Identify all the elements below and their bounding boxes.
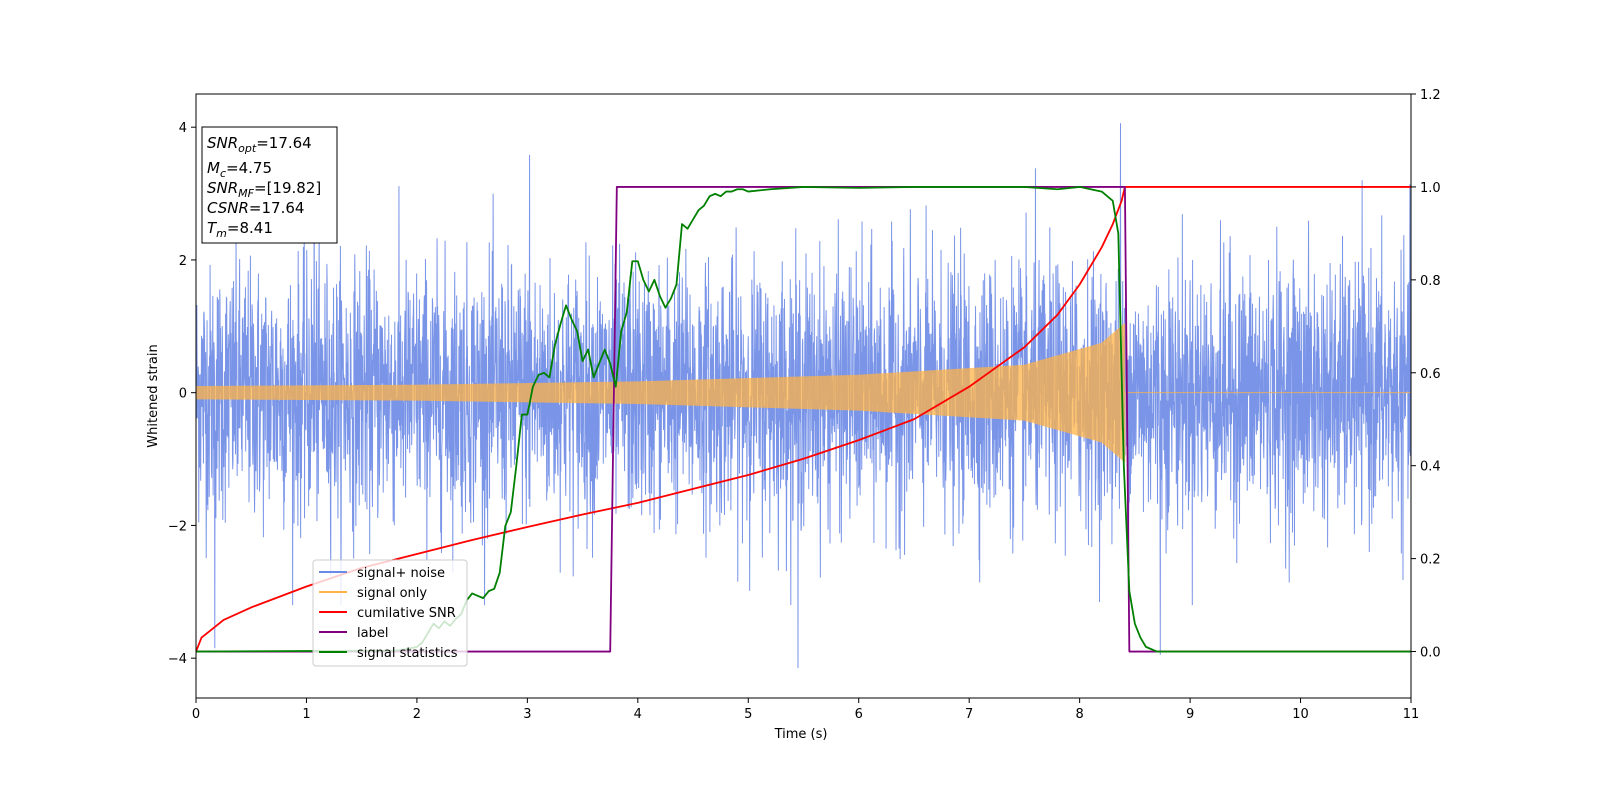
mc-value: 4.75 <box>239 159 272 177</box>
annotation-snr-mf: SNRMF=[19.82] <box>207 179 321 200</box>
x-tick-label: 4 <box>634 707 642 722</box>
y-right-tick-label: 0.0 <box>1420 646 1441 661</box>
y-right-tick-label: 0.6 <box>1420 367 1441 382</box>
series-signal-statistics <box>196 186 1411 653</box>
legend-label-cumulative-snr: cumilative SNR <box>357 606 456 621</box>
snr-opt-value: 17.64 <box>269 134 312 152</box>
legend-label-signal-statistics: signal statistics <box>357 646 458 661</box>
legend-label-label: label <box>357 626 388 641</box>
y-right-tick-label: 1.0 <box>1420 181 1441 196</box>
x-tick-label: 3 <box>523 707 531 722</box>
y-right-tick-label: 1.2 <box>1420 88 1441 103</box>
y-left-tick-label: 0 <box>179 387 187 402</box>
y-left-tick-label: 2 <box>179 254 187 269</box>
y-left-tick-label: −2 <box>168 519 187 534</box>
x-tick-label: 8 <box>1075 707 1083 722</box>
y-axis-right: 0.0 0.2 0.4 0.6 0.8 1.0 1.2 <box>1411 88 1441 661</box>
legend: signal+ noise signal only cumilative SNR… <box>312 559 468 667</box>
y-right-tick-label: 0.8 <box>1420 274 1441 289</box>
legend-entry-signal-noise: signal+ noise <box>319 566 445 581</box>
series-signal-only <box>196 323 1411 463</box>
y-left-tick-label: 4 <box>179 121 187 136</box>
annotation-tm: Tm=8.41 <box>207 219 273 240</box>
annotation-mc: Mc=4.75 <box>207 159 272 180</box>
x-tick-label: 9 <box>1186 707 1194 722</box>
annotation-csnr: CSNR=17.64 <box>207 199 304 217</box>
x-tick-label: 10 <box>1292 707 1309 722</box>
legend-entry-label: label <box>319 626 388 641</box>
annotation-frame <box>201 126 338 244</box>
legend-entry-signal-only: signal only <box>319 586 427 601</box>
series-cumulative-snr <box>196 186 1411 652</box>
x-tick-label: 5 <box>744 707 752 722</box>
y-axis-left: −4 −2 0 2 4 <box>168 121 196 667</box>
snr-mf-value: [19.82] <box>267 179 322 197</box>
legend-entry-signal-statistics: signal statistics <box>319 646 458 661</box>
annotation-snr-opt: SNRopt=17.64 <box>207 134 312 155</box>
x-tick-label: 1 <box>302 707 310 722</box>
x-axis-label: Time (s) <box>774 727 828 742</box>
legend-entry-cumulative-snr: cumilative SNR <box>319 606 456 621</box>
legend-label-signal-noise: signal+ noise <box>357 566 445 581</box>
series-layer <box>196 123 1411 669</box>
snr-annotation-box: SNRopt=17.64 Mc=4.75 SNRMF=[19.82] CSNR=… <box>201 126 338 244</box>
x-axis: 0 1 2 3 4 5 6 7 8 9 10 11 <box>192 698 1419 722</box>
legend-label-signal-only: signal only <box>357 586 427 601</box>
x-tick-label: 11 <box>1403 707 1420 722</box>
y-left-tick-label: −4 <box>168 652 187 667</box>
x-tick-label: 6 <box>855 707 863 722</box>
x-tick-label: 2 <box>413 707 421 722</box>
x-tick-label: 0 <box>192 707 200 722</box>
plot-area-frame <box>195 93 1412 699</box>
tm-value: 8.41 <box>239 219 272 237</box>
x-tick-label: 7 <box>965 707 973 722</box>
y-axis-label: Whitened strain <box>146 344 161 447</box>
legend-frame <box>312 559 468 667</box>
y-right-tick-label: 0.2 <box>1420 553 1441 568</box>
csnr-value: 17.64 <box>262 199 305 217</box>
y-right-tick-label: 0.4 <box>1420 460 1441 475</box>
